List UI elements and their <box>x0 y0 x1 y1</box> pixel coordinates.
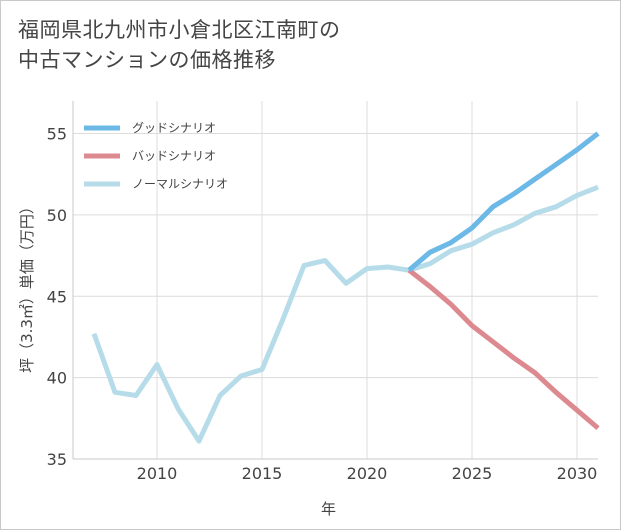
x-tick-label: 2030 <box>557 464 598 483</box>
y-tick-label: 40 <box>47 369 67 388</box>
chart-title: 福岡県北九州市小倉北区江南町の 中古マンションの価格推移 <box>18 18 341 72</box>
legend-label-1: バッドシナリオ <box>132 149 216 163</box>
axes <box>72 101 598 460</box>
series-line-1 <box>407 268 600 431</box>
legend-label-2: ノーマルシナリオ <box>132 177 228 191</box>
series-line-0 <box>407 131 600 273</box>
series-line-2 <box>91 184 599 444</box>
y-tick-label: 35 <box>47 450 67 469</box>
x-tick-label: 2010 <box>137 464 178 483</box>
x-tick-label: 2025 <box>452 464 493 483</box>
x-tick-label: 2020 <box>347 464 388 483</box>
series-lines <box>91 131 600 444</box>
y-tick-label: 45 <box>47 287 67 306</box>
y-axis-label: 坪（3.3㎡）単価（万円） <box>18 199 36 373</box>
tick-labels: 2010 2015 2020 2025 2030 35 40 45 50 55 <box>47 125 598 483</box>
y-tick-label: 50 <box>47 206 67 225</box>
legend-label-0: グッドシナリオ <box>132 121 216 135</box>
y-tick-label: 55 <box>47 125 67 144</box>
x-axis-label: 年 <box>321 500 336 518</box>
x-tick-label: 2015 <box>242 464 283 483</box>
